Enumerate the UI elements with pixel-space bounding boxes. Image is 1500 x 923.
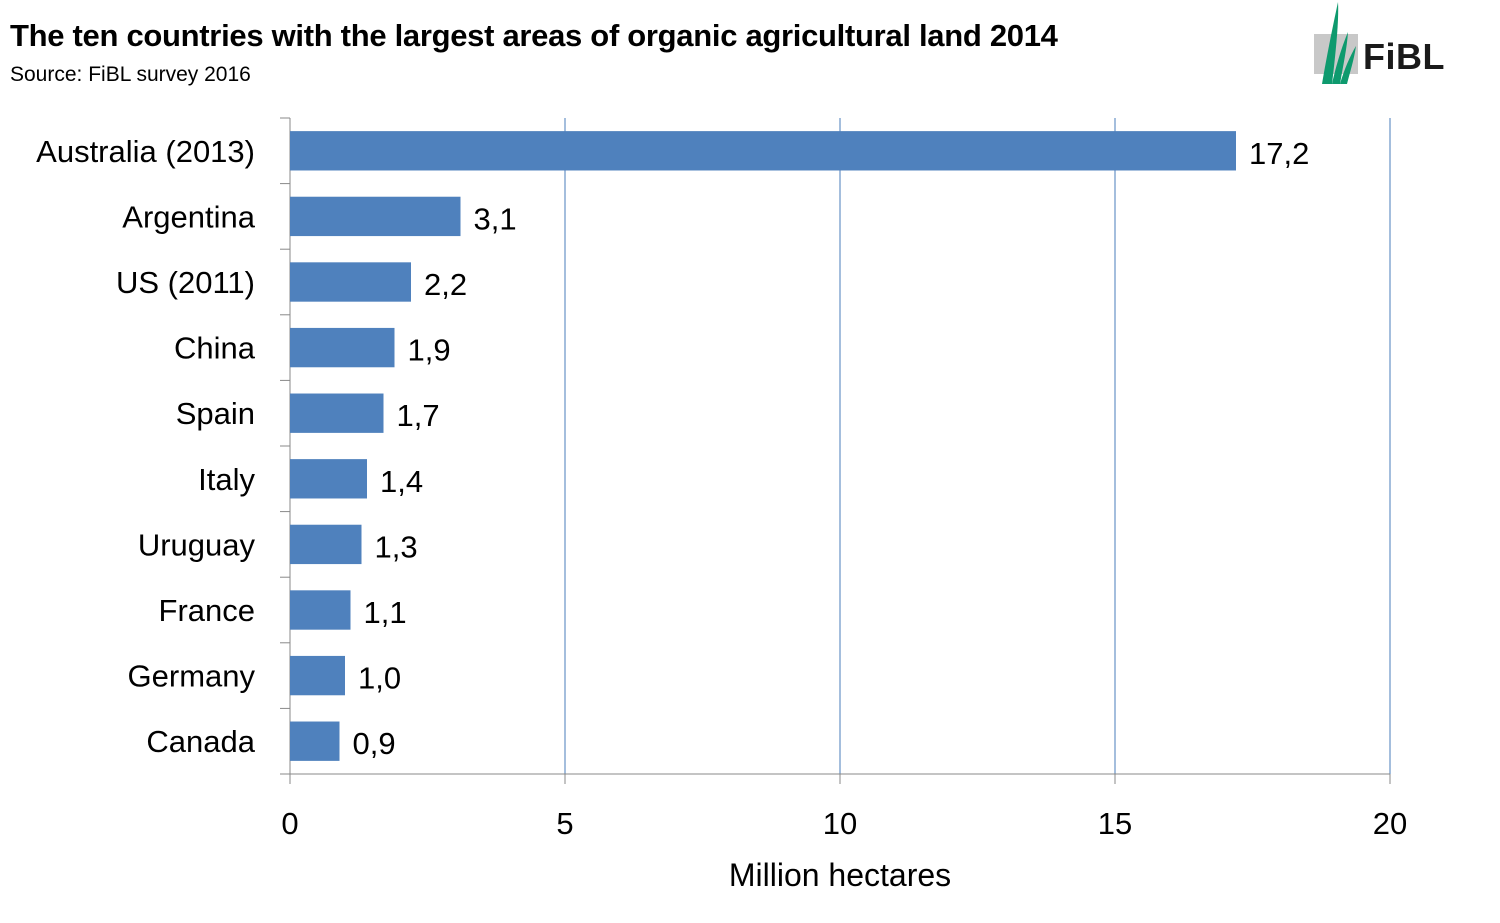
bar: [290, 655, 345, 696]
bar: [290, 327, 395, 368]
bar: [290, 393, 384, 433]
labels: 0 5 10 15 20 Australia (2013) 17,2 Argentina 3,1…: [36, 134, 1407, 841]
value-label: 1,3: [375, 529, 418, 564]
bar: [290, 196, 461, 237]
bars: [290, 131, 1236, 761]
chart-source: Source: FiBL survey 2016: [10, 63, 251, 86]
value-label: 3,1: [474, 201, 517, 236]
bar: [290, 131, 1236, 171]
category-label: Italy: [198, 462, 255, 497]
x-tick-label: 0: [281, 806, 298, 841]
value-label: 17,2: [1249, 136, 1309, 171]
x-tick-label: 15: [1098, 806, 1132, 841]
category-label: US (2011): [116, 265, 255, 300]
x-tick-label: 10: [823, 806, 857, 841]
value-label: 1,7: [397, 398, 440, 433]
value-label: 1,4: [380, 464, 423, 499]
category-label: Australia (2013): [36, 134, 255, 169]
category-label: France: [159, 593, 255, 628]
bar: [290, 721, 340, 761]
fibl-logo-text: FiBL: [1363, 36, 1445, 77]
bar: [290, 590, 351, 630]
category-label: Argentina: [122, 199, 255, 234]
gridlines: [564, 118, 1391, 774]
chart-title: The ten countries with the largest areas…: [10, 18, 1058, 53]
category-label: Canada: [146, 724, 255, 759]
category-label: Uruguay: [138, 527, 256, 562]
category-label: China: [174, 331, 256, 366]
category-label: Spain: [176, 396, 255, 431]
x-tick-label: 20: [1373, 806, 1407, 841]
value-label: 2,2: [424, 267, 467, 302]
bar: [290, 459, 367, 499]
bar: [290, 262, 411, 302]
bar: [290, 524, 362, 565]
value-label: 1,9: [408, 333, 451, 368]
fibl-logo-mark-icon: [1314, 2, 1358, 84]
x-axis-title: Million hectares: [729, 857, 951, 893]
x-tick-label: 5: [556, 806, 573, 841]
value-label: 1,1: [364, 595, 407, 630]
value-label: 1,0: [358, 661, 401, 696]
category-label: Germany: [128, 659, 256, 694]
value-label: 0,9: [353, 726, 396, 761]
